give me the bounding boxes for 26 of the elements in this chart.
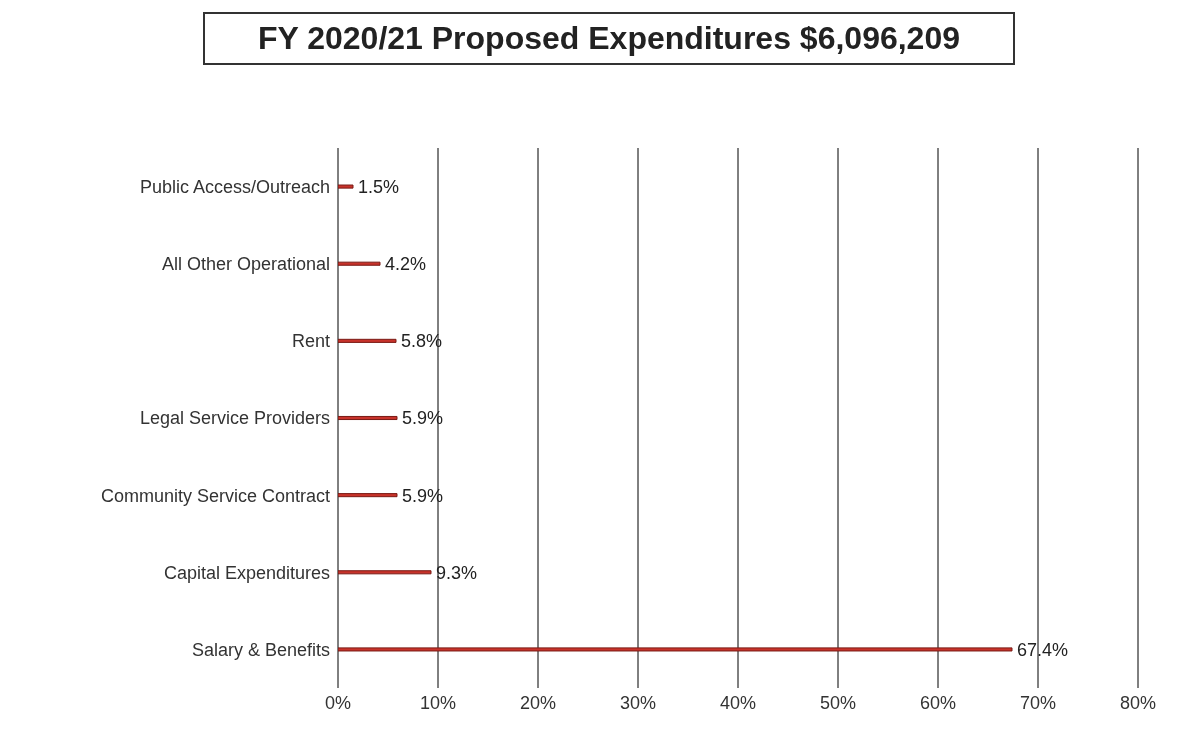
x-tick-label: 0% <box>324 692 352 713</box>
x-tick-label: 70% <box>1019 692 1057 713</box>
bar <box>338 493 398 498</box>
x-tick-label: 80% <box>1119 692 1157 713</box>
x-tick-label: 40% <box>719 692 757 713</box>
x-tick-label: 60% <box>919 692 957 713</box>
y-tick-label: Rent <box>291 331 330 352</box>
y-tick-label: Salary & Benefits <box>191 639 330 660</box>
bar <box>338 415 398 421</box>
data-label: 4.2% <box>385 254 427 275</box>
data-label: 1.5% <box>358 176 400 197</box>
x-tick-label: 20% <box>519 692 557 713</box>
y-tick-label: Legal Service Providers <box>139 408 330 429</box>
bar <box>338 184 354 189</box>
x-tick-label: 10% <box>419 692 457 713</box>
bar <box>338 570 432 575</box>
y-tick-label: All Other Operational <box>161 254 330 275</box>
y-tick-label: Community Service Contract <box>100 485 330 506</box>
y-tick-label: Public Access/Outreach <box>139 176 330 197</box>
x-tick-label: 50% <box>819 692 857 713</box>
chart-title: FY 2020/21 Proposed Expenditures $6,096,209 <box>203 12 1015 65</box>
y-tick-label: Capital Expenditures <box>163 562 330 583</box>
bar <box>338 647 1013 652</box>
x-tick-label: 30% <box>619 692 657 713</box>
bar <box>338 338 397 343</box>
bar <box>338 261 381 266</box>
